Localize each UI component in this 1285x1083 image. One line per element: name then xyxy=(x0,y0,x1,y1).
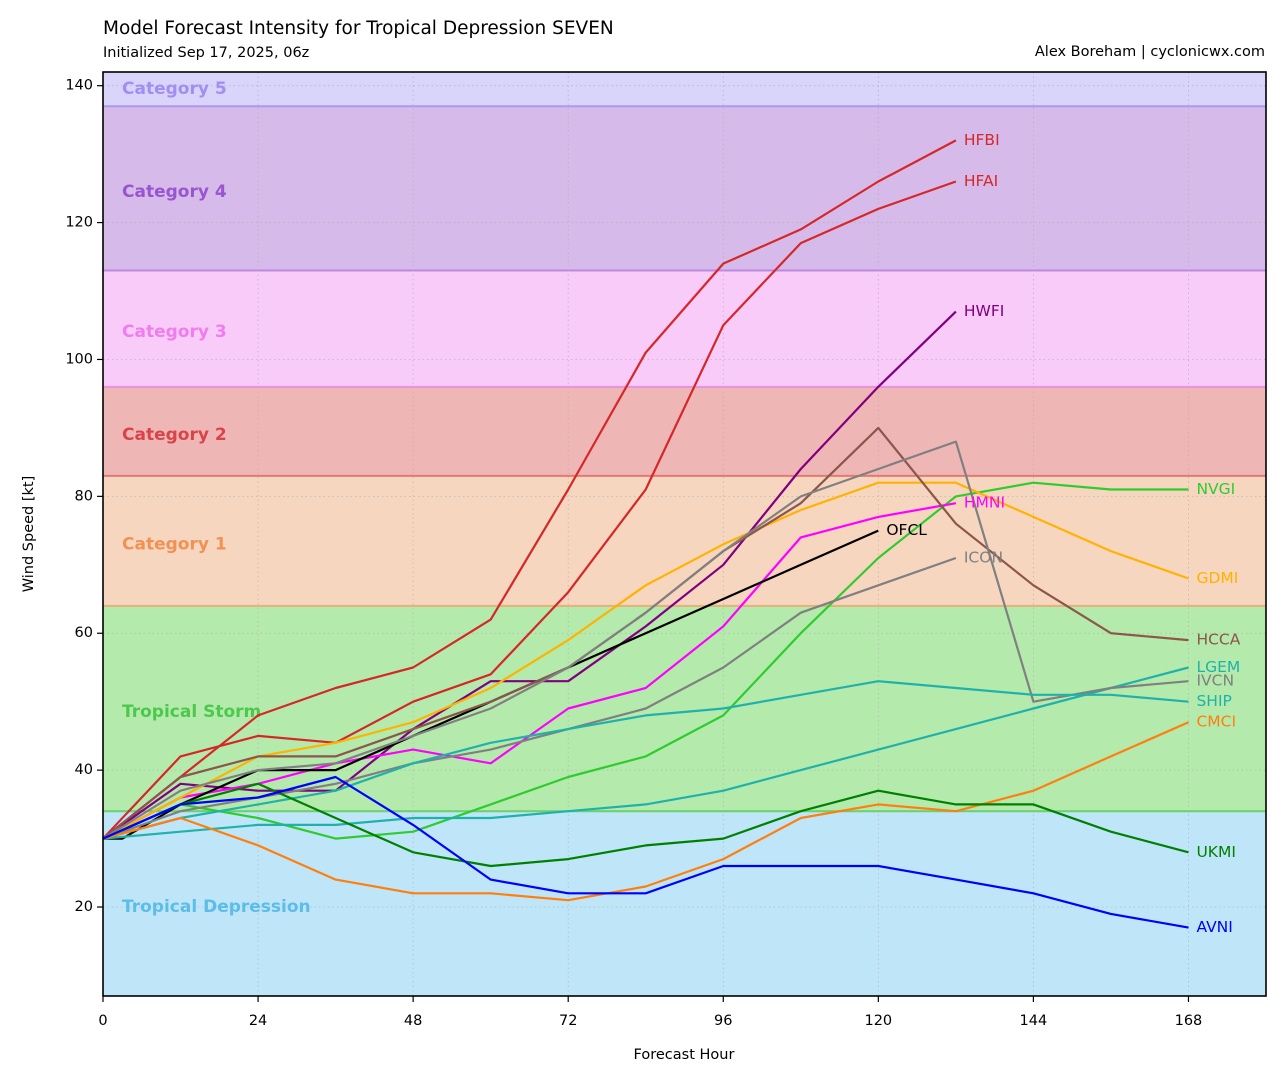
series-line-hwfi xyxy=(102,310,957,840)
y-tick-label: 80 xyxy=(75,488,93,504)
chart-credit: Alex Boreham | cyclonicwx.com xyxy=(1034,44,1265,60)
x-tick-label: 144 xyxy=(1020,1013,1048,1029)
band-category-4 xyxy=(103,106,1266,271)
x-axis-label: Forecast Hour xyxy=(634,1047,735,1063)
category-label-category-1: Category 1 xyxy=(122,534,227,554)
series-end-labels: HFBI HFAI HWFI NVGI HMNI OFCL ICON GDMI HCCA LGEM… xyxy=(886,131,1240,936)
series-label-gdmi: GDMI xyxy=(1196,569,1238,587)
series-line-cmci xyxy=(102,721,1189,902)
axes: 0 24 48 72 96 120 144 168 20 40 60 80 100 120 140 xyxy=(65,71,1267,1029)
x-tick-label: 0 xyxy=(98,1013,107,1029)
series-line-ship xyxy=(102,680,1189,840)
series-label-ukmi: UKMI xyxy=(1196,843,1235,861)
plot-frame xyxy=(102,71,1267,997)
y-tick-label: 40 xyxy=(75,762,93,778)
y-axis-label: Wind Speed [kt] xyxy=(21,476,37,593)
band-category-3 xyxy=(103,270,1266,387)
series-label-nvgi: NVGI xyxy=(1196,480,1235,498)
series-line-gdmi xyxy=(102,481,1189,840)
category-bands xyxy=(103,72,1266,996)
category-label-tropical-storm: Tropical Storm xyxy=(122,702,261,722)
band-category-5 xyxy=(103,72,1266,107)
x-tick-label: 96 xyxy=(714,1013,732,1029)
category-labels: Tropical Depression Tropical Storm Categor… xyxy=(122,79,311,917)
series-line-ivcn xyxy=(102,440,1189,840)
y-tick-label: 60 xyxy=(75,625,93,641)
series-label-cmci: CMCI xyxy=(1196,713,1236,731)
band-category-2 xyxy=(103,386,1266,476)
category-label-tropical-depression: Tropical Depression xyxy=(122,897,311,917)
y-tick-label: 140 xyxy=(65,78,93,94)
band-tropical-storm xyxy=(103,605,1266,812)
x-tick-label: 48 xyxy=(404,1013,422,1029)
x-tick-label: 72 xyxy=(559,1013,577,1029)
series-label-icon: ICON xyxy=(964,548,1003,566)
series-line-ukmi xyxy=(102,782,1189,868)
series-label-ivcn: IVCN xyxy=(1196,672,1234,690)
series-line-avni xyxy=(102,775,1189,929)
series-label-hwfi: HWFI xyxy=(964,302,1004,320)
series-label-hmni: HMNI xyxy=(964,494,1005,512)
series-line-icon xyxy=(102,556,957,840)
category-label-category-5: Category 5 xyxy=(122,79,227,99)
chart-title: Model Forecast Intensity for Tropical De… xyxy=(103,18,614,39)
category-label-category-4: Category 4 xyxy=(122,182,227,202)
y-tick-label: 20 xyxy=(75,899,93,915)
series-lines xyxy=(102,139,1189,929)
y-tick-label: 100 xyxy=(65,351,93,367)
series-label-avni: AVNI xyxy=(1196,918,1232,936)
series-label-lgem: LGEM xyxy=(1196,658,1240,676)
category-label-category-3: Category 3 xyxy=(122,322,227,342)
category-label-category-2: Category 2 xyxy=(122,425,227,445)
series-line-hfai xyxy=(102,180,957,840)
series-label-hfbi: HFBI xyxy=(964,131,1000,149)
x-tick-label: 120 xyxy=(864,1013,892,1029)
series-line-ofcl xyxy=(103,529,879,840)
chart-subtitle: Initialized Sep 17, 2025, 06z xyxy=(103,45,310,61)
series-line-hfbi xyxy=(102,139,957,840)
series-label-hfai: HFAI xyxy=(964,172,998,190)
series-label-hcca: HCCA xyxy=(1196,631,1240,649)
x-tick-label: 168 xyxy=(1175,1013,1203,1029)
y-tick-label: 120 xyxy=(65,215,93,231)
band-category-1 xyxy=(103,475,1266,606)
series-line-lgem xyxy=(102,666,1189,840)
series-label-ship: SHIP xyxy=(1196,692,1231,710)
x-tick-label: 24 xyxy=(249,1013,267,1029)
series-label-ofcl: OFCL xyxy=(886,521,927,539)
